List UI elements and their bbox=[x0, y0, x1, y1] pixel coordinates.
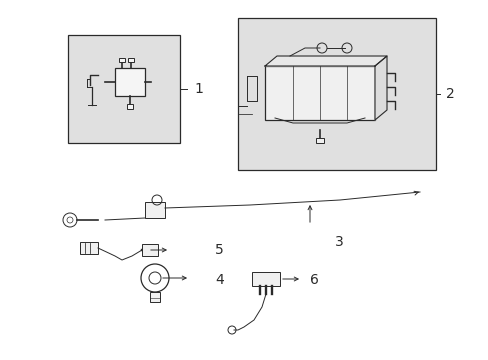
Text: 5: 5 bbox=[215, 243, 224, 257]
Text: 6: 6 bbox=[309, 273, 318, 287]
Polygon shape bbox=[264, 56, 386, 66]
Bar bbox=[80, 242, 98, 254]
Bar bbox=[68, 35, 180, 143]
Bar bbox=[128, 58, 134, 62]
Text: 4: 4 bbox=[215, 273, 224, 287]
Text: 1: 1 bbox=[194, 82, 203, 96]
Polygon shape bbox=[374, 56, 386, 120]
Bar bbox=[264, 66, 374, 120]
Text: 2: 2 bbox=[445, 87, 454, 101]
Bar bbox=[145, 202, 164, 218]
Bar bbox=[238, 18, 435, 170]
Bar bbox=[142, 244, 158, 256]
Bar bbox=[251, 272, 280, 286]
Text: 3: 3 bbox=[334, 235, 343, 249]
Bar bbox=[115, 68, 145, 96]
Bar bbox=[127, 104, 133, 109]
Bar bbox=[119, 58, 125, 62]
Bar bbox=[315, 138, 324, 143]
Bar bbox=[150, 292, 160, 302]
